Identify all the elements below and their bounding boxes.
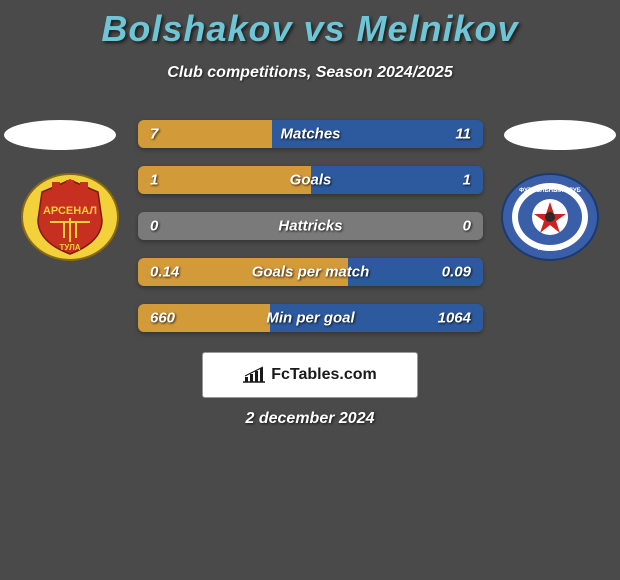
stats-table: 711Matches11Goals00Hattricks0.140.09Goal… — [138, 120, 483, 350]
stat-value-left: 660 — [150, 310, 175, 327]
right-player-oval — [504, 120, 616, 150]
stat-value-left: 7 — [150, 126, 158, 143]
subtitle: Club competitions, Season 2024/2025 — [0, 64, 620, 82]
left-player-oval — [4, 120, 116, 150]
stat-value-right: 0 — [463, 218, 471, 235]
stat-bar-right — [311, 166, 484, 194]
stat-label: Goals — [290, 172, 332, 189]
date-label: 2 december 2024 — [246, 410, 375, 428]
svg-text:ФУТБОЛЬНЫЙ КЛУБ: ФУТБОЛЬНЫЙ КЛУБ — [519, 186, 581, 194]
stat-value-left: 0 — [150, 218, 158, 235]
svg-text:ТУЛА: ТУЛА — [60, 243, 81, 252]
stat-row: 0.14 0.09 Goals per match — [138, 258, 483, 286]
stat-value-right: 11 — [455, 126, 471, 143]
stat-bar-left — [138, 166, 311, 194]
left-team-logo: АРСЕНАЛ ТУЛА — [20, 172, 120, 262]
stat-label: Goals per match — [252, 264, 370, 281]
chart-icon — [243, 366, 265, 384]
watermark-text: FcTables.com — [271, 366, 377, 384]
stat-row: 1 1 Goals — [138, 166, 483, 194]
stat-value-left: 1 — [150, 172, 158, 189]
stat-row: 0 0 Hattricks — [138, 212, 483, 240]
right-team-logo: ФУТБОЛЬНЫЙ КЛУБ КАМАЗ — [500, 172, 600, 262]
stat-label: Min per goal — [266, 310, 354, 327]
stat-label: Hattricks — [278, 218, 342, 235]
stat-row: 7 11 Matches — [138, 120, 483, 148]
kamaz-shield-icon: ФУТБОЛЬНЫЙ КЛУБ КАМАЗ — [500, 172, 600, 262]
stat-label: Matches — [280, 126, 340, 143]
arsenal-tula-shield-icon: АРСЕНАЛ ТУЛА — [20, 172, 120, 262]
svg-text:АРСЕНАЛ: АРСЕНАЛ — [43, 205, 97, 217]
stat-value-left: 0.14 — [150, 264, 179, 281]
stat-value-right: 0.09 — [442, 264, 471, 281]
page-title: Bolshakov vs Melnikov — [0, 0, 620, 50]
stat-row: 660 1064 Min per goal — [138, 304, 483, 332]
stat-value-right: 1064 — [438, 310, 471, 327]
svg-text:КАМАЗ: КАМАЗ — [538, 245, 563, 252]
watermark-badge: FcTables.com — [202, 352, 418, 398]
stat-value-right: 1 — [463, 172, 471, 189]
